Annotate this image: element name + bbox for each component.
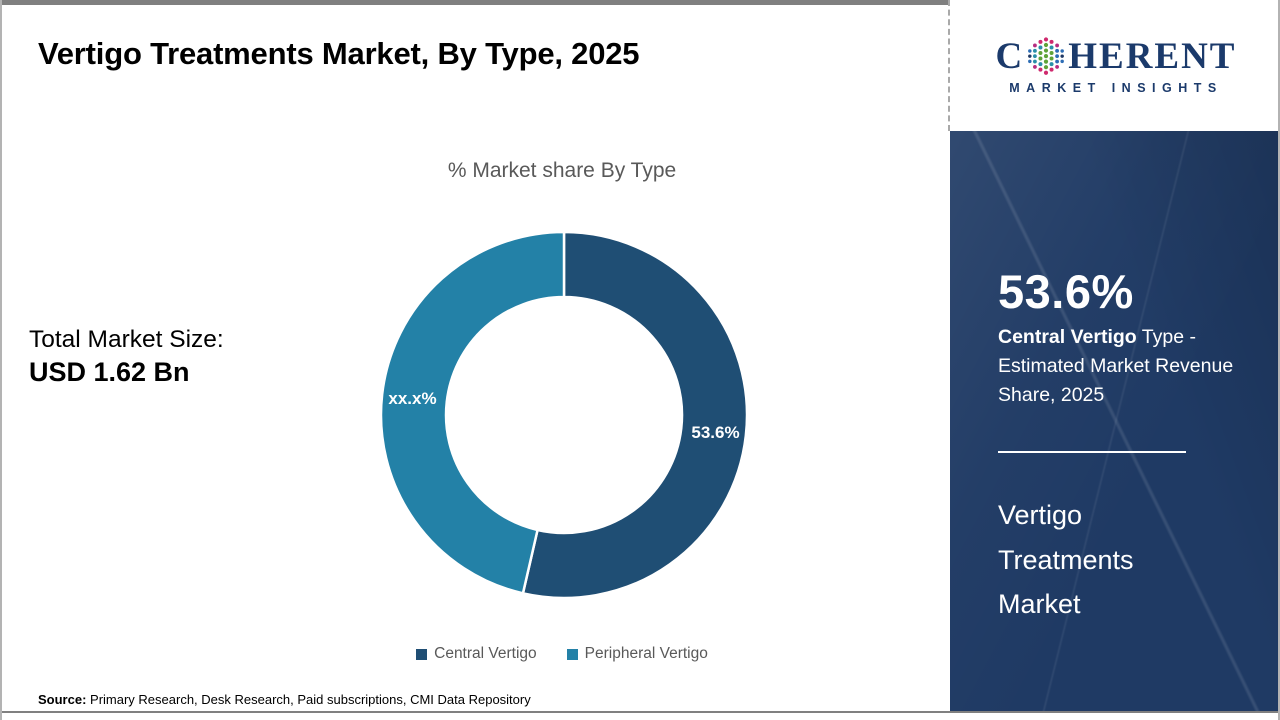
source-line: Source: Primary Research, Desk Research,…: [38, 692, 531, 707]
sidebar-divider: [998, 451, 1186, 453]
legend-label-peripheral-vertigo: Peripheral Vertigo: [584, 645, 708, 662]
legend-swatch-peripheral-vertigo: [566, 648, 578, 660]
coherent-logo: C: [996, 36, 1237, 76]
donut-chart-wrap: 53.6% xx.x%: [364, 215, 764, 615]
page-title: Vertigo Treatments Market, By Type, 2025: [38, 36, 640, 71]
legend-item-peripheral-vertigo: Peripheral Vertigo: [566, 645, 708, 663]
legend-swatch-central-vertigo: [416, 648, 428, 660]
logo-subtitle: MARKET INSIGHTS: [1009, 81, 1223, 95]
chart-title: % Market share By Type: [447, 159, 677, 182]
donut-label-0: 53.6%: [691, 423, 739, 442]
source-text: Primary Research, Desk Research, Paid su…: [86, 692, 531, 707]
total-market-size-value: USD 1.62 Bn: [29, 357, 190, 387]
source-label: Source:: [38, 692, 87, 707]
top-rule: [2, 0, 1278, 5]
stat-description: Central Vertigo Type - Estimated Market …: [998, 323, 1234, 410]
stat-value: 53.6%: [998, 265, 1134, 318]
market-name: Vertigo Treatments Market: [998, 500, 1134, 620]
chart-legend: Central Vertigo Peripheral Vertigo: [282, 645, 842, 663]
bottom-rule: [2, 711, 1278, 713]
legend-label-central-vertigo: Central Vertigo: [434, 645, 537, 662]
donut-chart: 53.6% xx.x%: [379, 230, 749, 600]
stat-description-rest: Type - Estimated Market Revenue Share, 2…: [998, 326, 1234, 406]
donut-label-1: xx.x%: [388, 389, 436, 408]
donut-slice-central-vertigo: [521, 230, 749, 600]
sidebar: 53.6% Central Vertigo Type - Estimated M…: [950, 131, 1278, 711]
logo-letters-herent: HERENT: [1068, 35, 1237, 77]
logo-area: C: [948, 0, 1278, 131]
total-market-size-block: Total Market Size: USD 1.62 Bn: [29, 326, 224, 388]
stat-description-bold: Central Vertigo: [998, 326, 1137, 348]
logo-letter-c: C: [995, 35, 1025, 77]
legend-item-central-vertigo: Central Vertigo: [416, 645, 537, 663]
total-market-size-label: Total Market Size:: [29, 326, 224, 353]
coherent-globe-icon: [1028, 37, 1065, 75]
donut-slice-peripheral-vertigo: [379, 230, 566, 595]
